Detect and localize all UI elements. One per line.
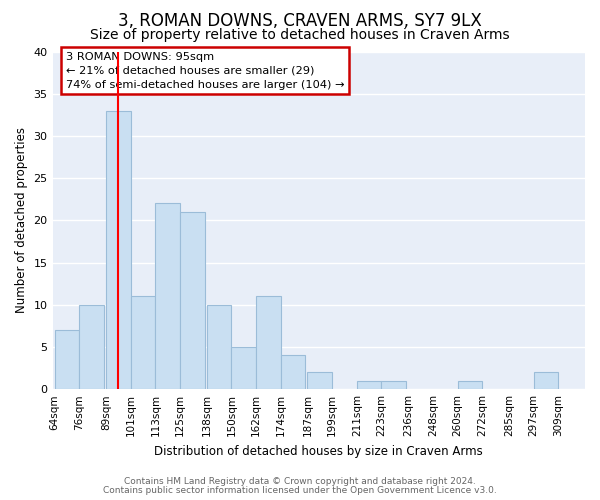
Bar: [307, 372, 332, 389]
Bar: [155, 204, 180, 389]
Text: Size of property relative to detached houses in Craven Arms: Size of property relative to detached ho…: [90, 28, 510, 42]
Bar: [232, 347, 256, 389]
Text: Contains public sector information licensed under the Open Government Licence v3: Contains public sector information licen…: [103, 486, 497, 495]
Text: 3 ROMAN DOWNS: 95sqm
← 21% of detached houses are smaller (29)
74% of semi-detac: 3 ROMAN DOWNS: 95sqm ← 21% of detached h…: [66, 52, 344, 90]
Bar: [180, 212, 205, 389]
Bar: [131, 296, 155, 389]
Bar: [382, 380, 406, 389]
Bar: [458, 380, 482, 389]
X-axis label: Distribution of detached houses by size in Craven Arms: Distribution of detached houses by size …: [154, 444, 483, 458]
Bar: [207, 305, 232, 389]
Bar: [357, 380, 382, 389]
Text: Contains HM Land Registry data © Crown copyright and database right 2024.: Contains HM Land Registry data © Crown c…: [124, 477, 476, 486]
Bar: [256, 296, 281, 389]
Bar: [106, 110, 131, 389]
Text: 3, ROMAN DOWNS, CRAVEN ARMS, SY7 9LX: 3, ROMAN DOWNS, CRAVEN ARMS, SY7 9LX: [118, 12, 482, 30]
Bar: [533, 372, 558, 389]
Bar: [79, 305, 104, 389]
Y-axis label: Number of detached properties: Number of detached properties: [15, 128, 28, 314]
Bar: [55, 330, 79, 389]
Bar: [281, 356, 305, 389]
